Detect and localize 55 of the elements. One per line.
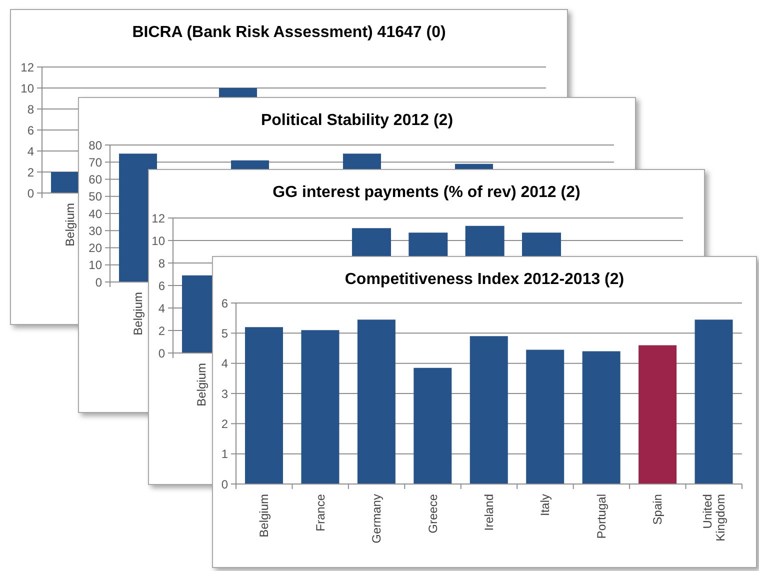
y-tick-label: 8 [158,256,166,270]
bar [582,351,620,484]
bar [694,320,733,484]
y-tick-label: 40 [88,206,102,221]
bar [357,320,396,484]
bar [526,350,564,484]
y-tick-label: 10 [152,234,166,248]
x-tick-label: Belgium [131,292,145,336]
y-tick-label: 5 [221,326,228,340]
x-tick-label: Spain [650,494,665,525]
y-tick-label: 3 [221,386,228,401]
y-tick-label: 50 [88,190,102,204]
y-tick-label: 4 [158,301,166,316]
x-tick-label: Germany [370,494,384,544]
x-tick-label: Italy [538,494,552,516]
y-tick-label: 60 [88,172,102,187]
x-tick-label: Belgium [257,494,272,538]
y-tick-label: 2 [158,324,166,338]
bar [414,368,452,484]
x-tick-label: Belgium [63,203,77,246]
chart-title: Competitiveness Index 2012-2013 (2) [344,271,626,289]
chart-title: Political Stability 2012 (2) [260,112,454,130]
x-tick-label: Ireland [482,494,496,531]
y-tick-label: 0 [158,346,166,360]
y-tick-label: 10 [20,81,34,96]
x-tick-label: United Kingdom [700,494,728,542]
y-tick-label: 1 [221,447,228,462]
y-tick-label: 2 [221,416,228,431]
y-tick-label: 80 [88,138,102,152]
y-tick-label: 8 [27,102,34,116]
y-tick-label: 6 [221,296,228,310]
y-tick-label: 0 [95,275,102,290]
y-tick-label: 6 [27,123,34,138]
y-tick-label: 6 [158,278,166,293]
chart-title: GG interest payments (% of rev) 2012 (2) [272,184,582,202]
y-tick-label: 20 [88,241,102,256]
bar [301,330,340,484]
y-tick-label: 70 [88,155,102,170]
y-tick-label: 10 [88,258,102,272]
x-tick-label: France [313,494,328,532]
y-tick-label: 0 [27,186,34,200]
bar [245,327,283,484]
x-tick-label: Belgium [194,363,208,406]
y-tick-label: 4 [221,356,228,371]
y-tick-label: 30 [88,224,102,238]
x-tick-label: Portugal [594,494,608,539]
chart-title: BICRA (Bank Risk Assessment) 41647 (0) [131,24,447,42]
y-tick-label: 4 [27,144,34,158]
x-tick-label: Greece [426,494,440,534]
bar [470,336,508,484]
y-tick-label: 2 [27,165,34,180]
y-tick-label: 0 [221,477,228,492]
bar [638,345,677,484]
y-tick-label: 12 [20,60,34,74]
y-tick-label: 12 [152,211,166,226]
